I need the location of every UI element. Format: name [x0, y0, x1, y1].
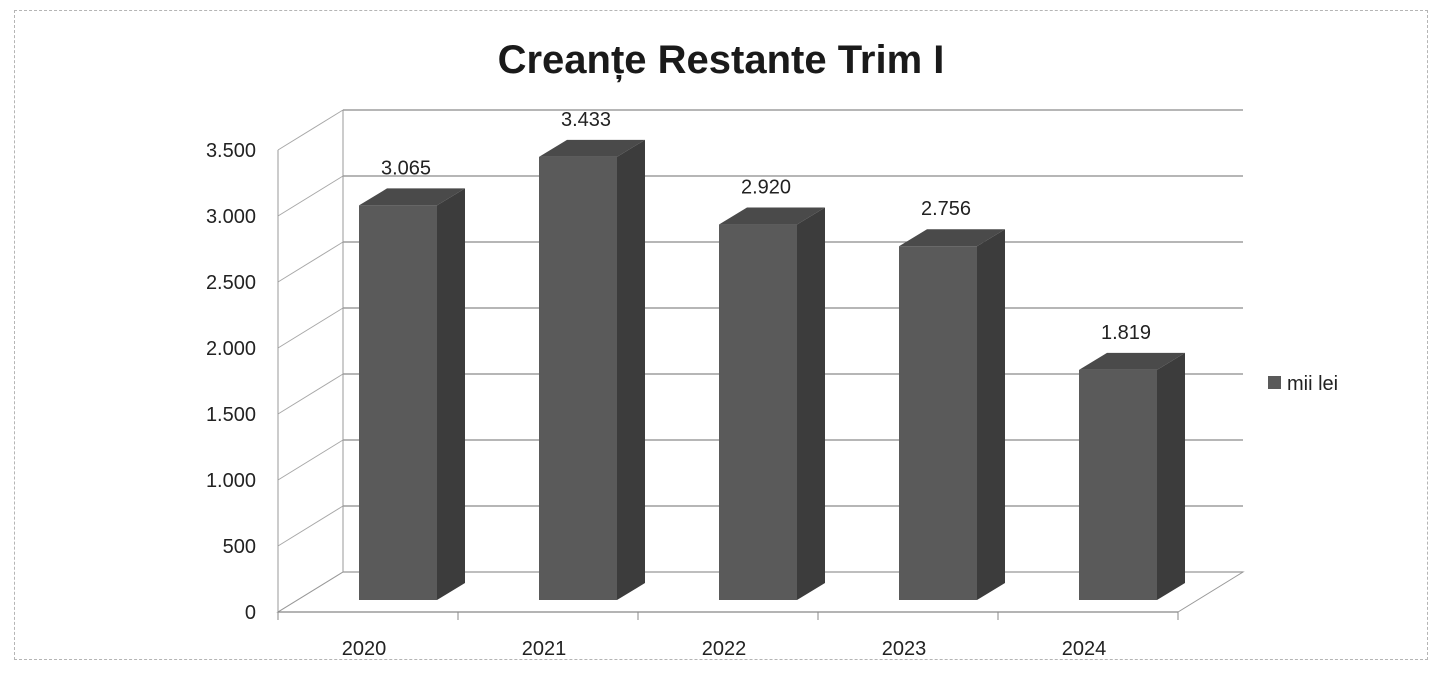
chart-title: Creanțe Restante Trim I — [497, 38, 945, 82]
y-tick-label: 500 — [223, 536, 256, 558]
x-tick-label: 2021 — [522, 638, 567, 660]
bar-side — [1157, 352, 1185, 600]
data-label: 1.819 — [1101, 322, 1151, 344]
bar-side — [437, 188, 465, 601]
bar — [359, 205, 437, 601]
x-tick-label: 2022 — [702, 638, 747, 660]
y-tick-label: 2.500 — [206, 272, 256, 294]
x-tick-label: 2020 — [342, 638, 387, 660]
bar — [899, 246, 977, 600]
wall-gridline — [277, 175, 344, 217]
x-tick-label: 2024 — [1062, 638, 1107, 660]
bar-side — [977, 229, 1005, 600]
bar — [1079, 369, 1157, 600]
bar-side — [617, 139, 645, 600]
bar-top — [359, 188, 465, 206]
wall-gridline — [277, 373, 344, 415]
wall-gridline — [277, 109, 344, 151]
wall-gridline — [277, 307, 344, 349]
y-tick-label: 3.000 — [206, 206, 256, 228]
y-tick-label: 2.000 — [206, 338, 256, 360]
bar-top — [1079, 352, 1185, 370]
data-label: 2.920 — [741, 177, 791, 199]
data-label: 3.433 — [561, 109, 611, 131]
y-tick-label: 3.500 — [206, 140, 256, 162]
y-tick-label: 1.500 — [206, 404, 256, 426]
bar-top — [899, 229, 1005, 247]
legend-swatch — [1268, 376, 1281, 389]
bar-side — [797, 207, 825, 600]
bar-top — [539, 139, 645, 157]
y-tick-label: 0 — [245, 602, 256, 624]
bar — [539, 156, 617, 600]
data-label: 2.756 — [921, 198, 971, 220]
legend-label: mii lei — [1287, 373, 1338, 395]
x-tick-label: 2023 — [882, 638, 927, 660]
y-tick-label: 1.000 — [206, 470, 256, 492]
wall-gridline — [277, 439, 344, 481]
data-label: 3.065 — [381, 157, 431, 179]
wall-gridline — [277, 241, 344, 283]
bar — [719, 224, 797, 600]
wall-gridline — [277, 505, 344, 547]
bar-top — [719, 207, 825, 225]
